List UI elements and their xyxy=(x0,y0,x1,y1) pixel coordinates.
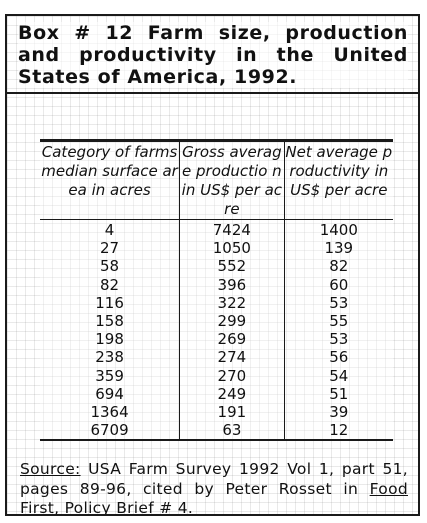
table-row: 158 299 55 xyxy=(40,312,393,331)
source-text: USA Farm Survey 1992 Vol 1, part 51, pag… xyxy=(20,460,408,498)
box-title: Box # 12 Farm size, production and produ… xyxy=(18,22,408,88)
cell-acres: 198 xyxy=(95,330,124,349)
table-row: 116 322 53 xyxy=(40,293,393,313)
header-gross-production: Gross average productio n in US$ per acr… xyxy=(179,140,285,220)
table-row: 694 249 51 xyxy=(40,384,393,404)
cell-gross: 322 xyxy=(179,293,285,313)
cell-net: 82 xyxy=(283,257,393,276)
cell-net: 12 xyxy=(283,421,393,442)
table-row: 82 396 60 xyxy=(40,275,393,294)
cell-gross: 274 xyxy=(179,348,285,367)
cell-net: 1400 xyxy=(283,219,393,240)
cell-gross: 552 xyxy=(179,257,285,276)
cell-acres: 6709 xyxy=(40,421,180,442)
farm-size-table: Category of farms median surface area in… xyxy=(40,139,393,442)
table-header-row: Category of farms median surface area in… xyxy=(40,140,393,220)
table-row: 238 274 56 xyxy=(40,348,393,367)
cell-net: 139 xyxy=(283,239,393,258)
header-net-productivity: Net average productivity in US$ per acre xyxy=(283,140,393,220)
cell-net: 54 xyxy=(283,366,393,385)
cell-gross: 270 xyxy=(179,366,285,385)
cell-gross: 269 xyxy=(179,330,285,349)
source-publication: Food First xyxy=(20,479,408,516)
cell-gross: 299 xyxy=(179,312,285,331)
cell-acres: 359 xyxy=(95,366,124,385)
table-row: 4 7424 1400 xyxy=(40,219,393,240)
cell-acres: 238 xyxy=(95,348,124,367)
cell-net: 55 xyxy=(283,312,393,331)
cell-net: 56 xyxy=(283,348,393,367)
cell-gross: 249 xyxy=(179,384,285,404)
cell-net: 39 xyxy=(283,403,393,422)
table-row: 359 270 54 xyxy=(40,366,393,385)
cell-net: 51 xyxy=(283,384,393,404)
box-frame: Box # 12 Farm size, production and produ… xyxy=(5,14,420,516)
header-category: Category of farms median surface area in… xyxy=(40,140,180,220)
cell-acres: 4 xyxy=(104,221,115,239)
title-divider xyxy=(7,92,418,94)
cell-acres: 116 xyxy=(95,293,124,312)
cell-gross: 7424 xyxy=(179,219,285,240)
cell-acres: 694 xyxy=(95,384,124,403)
table-row: 27 1050 139 xyxy=(40,239,393,258)
table-row: 198 269 53 xyxy=(40,330,393,349)
source-suffix: , Policy Brief # 4. xyxy=(54,499,194,516)
cell-gross: 63 xyxy=(179,421,285,442)
cell-acres: 58 xyxy=(100,257,120,276)
cell-acres: 1364 xyxy=(90,403,129,422)
cell-net: 60 xyxy=(283,275,393,294)
cell-acres: 82 xyxy=(100,275,120,294)
table-row: 6709 63 12 xyxy=(40,421,393,442)
cell-net: 53 xyxy=(283,293,393,313)
cell-gross: 396 xyxy=(179,275,285,294)
cell-net: 53 xyxy=(283,330,393,349)
source-note: Source: USA Farm Survey 1992 Vol 1, part… xyxy=(20,460,408,516)
cell-acres: 27 xyxy=(100,239,120,258)
table-row: 1364 191 39 xyxy=(40,403,393,422)
table-row: 58 552 82 xyxy=(40,257,393,276)
cell-gross: 1050 xyxy=(179,239,285,258)
cell-gross: 191 xyxy=(179,403,285,422)
source-label: Source: xyxy=(20,460,81,478)
cell-acres: 158 xyxy=(95,312,124,331)
